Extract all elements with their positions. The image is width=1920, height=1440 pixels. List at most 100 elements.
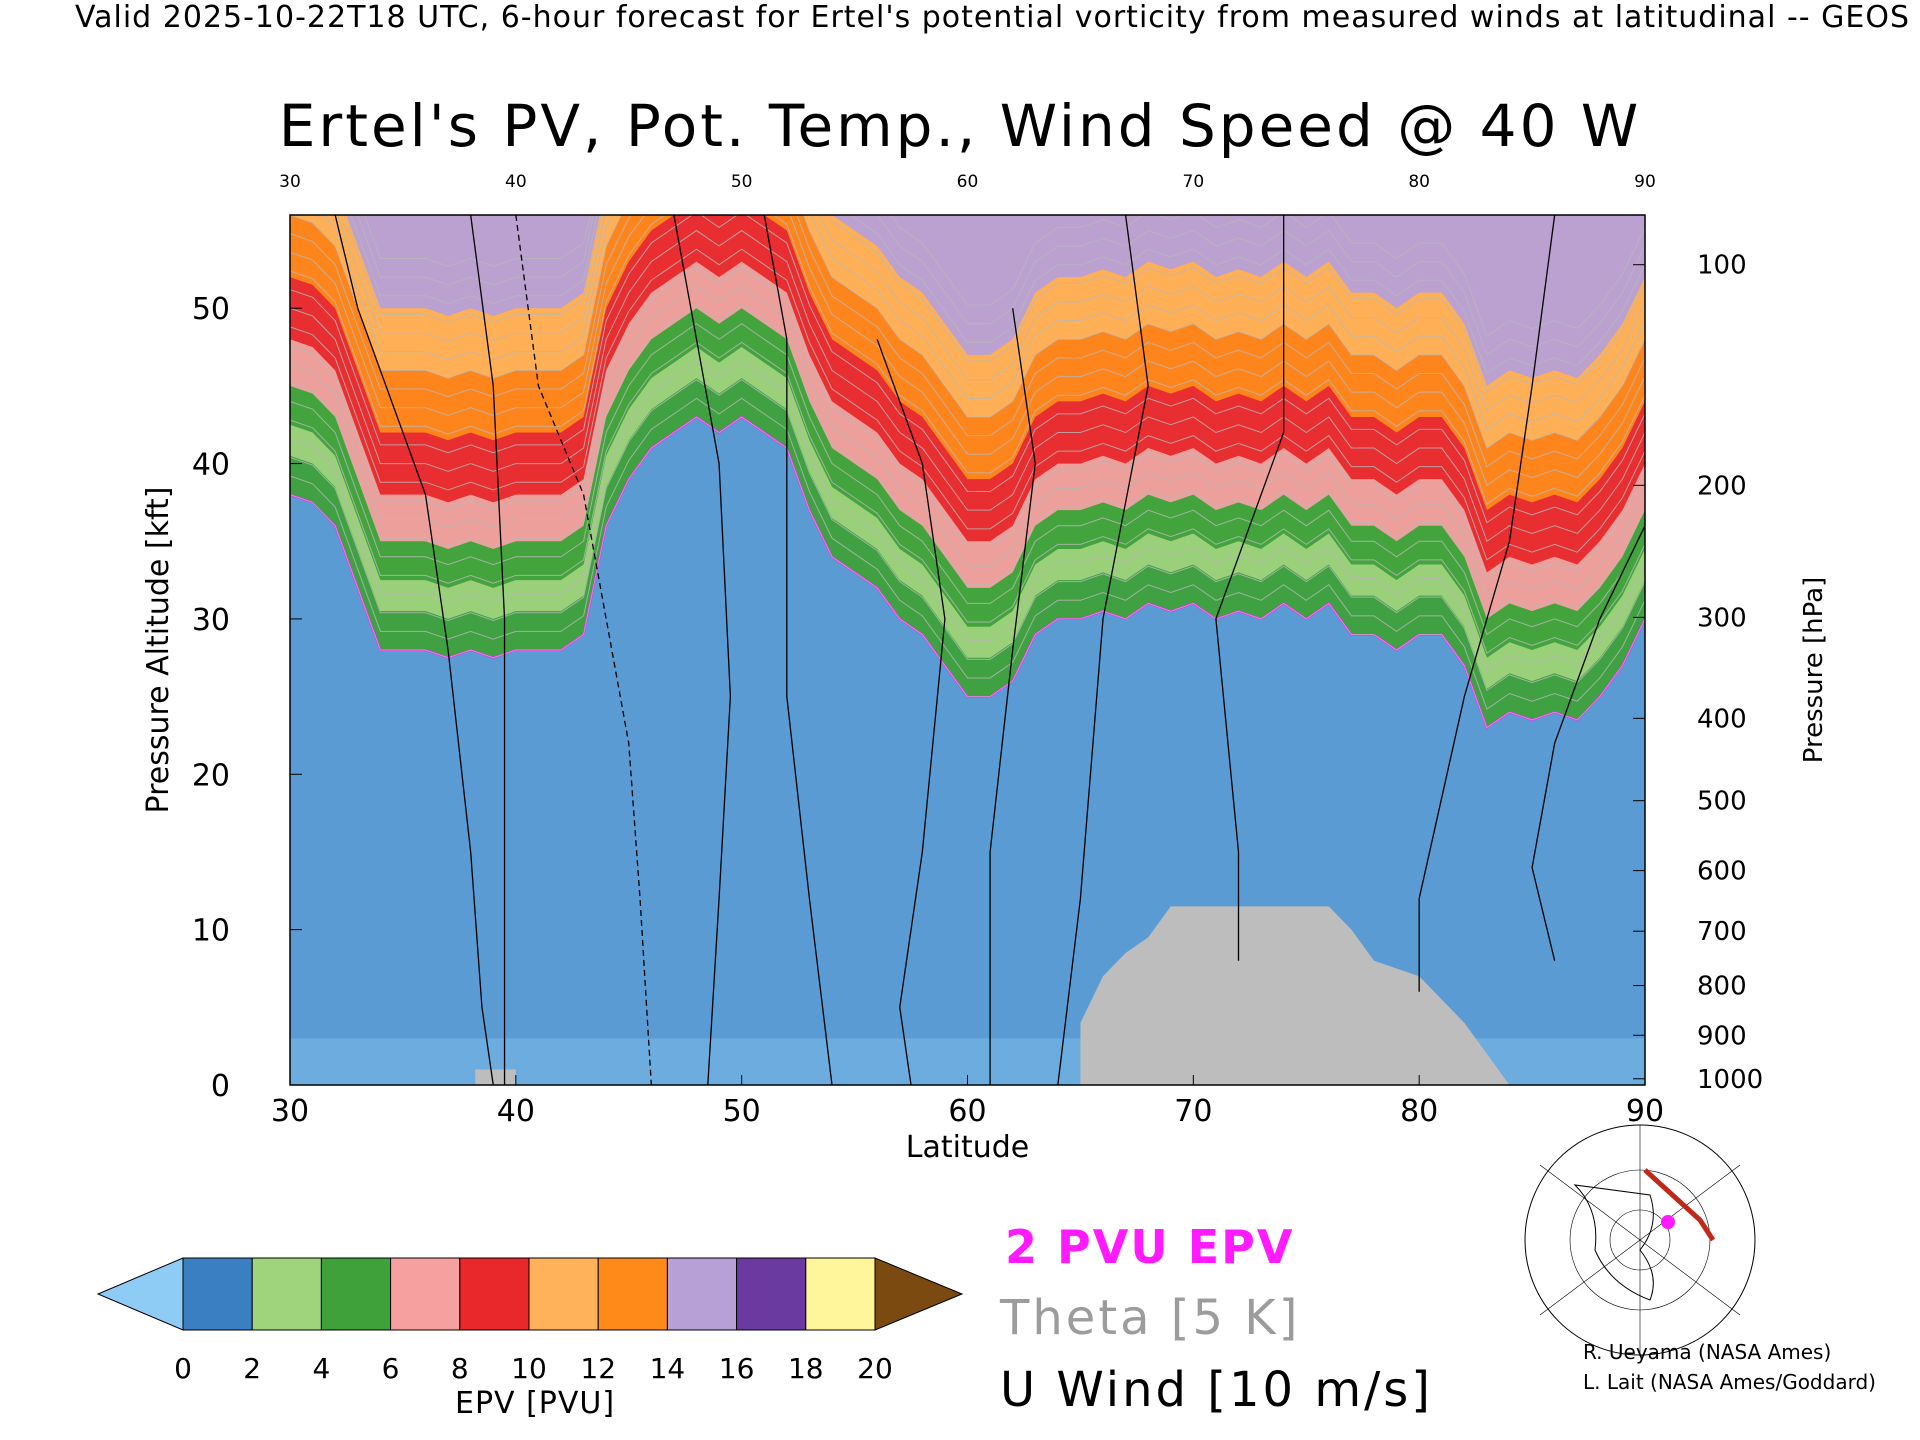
- map-location-marker: [1661, 1215, 1675, 1229]
- x-tick-label: 50: [723, 1094, 761, 1129]
- credit-line-2: L. Lait (NASA Ames/Goddard): [1583, 1370, 1876, 1394]
- theta-contour: [290, 215, 1645, 449]
- pressure-tick-label: 1000: [1697, 1065, 1763, 1095]
- theta-contour: [290, 416, 1645, 729]
- x-tick-label: 40: [497, 1094, 535, 1129]
- legend-epv: 2 PVU EPV: [1005, 1220, 1295, 1274]
- theta-contour: [290, 285, 1645, 598]
- theta-contour: [290, 379, 1645, 692]
- map-transect-line: [1643, 1168, 1716, 1242]
- colorbar-segment: [597, 1257, 668, 1331]
- u-wind-contour: [515, 215, 652, 1085]
- colorbar-tick-label: 2: [243, 1352, 261, 1385]
- x-tick-label: 70: [1174, 1094, 1212, 1129]
- theta-contour: [363, 215, 1645, 337]
- colorbar-over-arrow: [874, 1257, 964, 1331]
- epv-band-7: [346, 215, 1645, 386]
- terrain-mask: [475, 1069, 516, 1085]
- colorbar-tick-label: 8: [451, 1352, 469, 1385]
- colorbar-segment: [666, 1257, 738, 1331]
- terrain-mask: [1080, 906, 1510, 1085]
- colorbar-tick-label: 12: [580, 1352, 616, 1385]
- colorbar-tick-label: 14: [650, 1352, 686, 1385]
- y-tick-label: 50: [192, 292, 230, 327]
- u-wind-contour: [763, 215, 833, 1085]
- theta-contour: [357, 215, 1645, 356]
- header-text: Valid 2025-10-22T18 UTC, 6-hour forecast…: [74, 0, 1910, 35]
- theta-contour: [290, 229, 1645, 543]
- chart-title: Ertel's PV, Pot. Temp., Wind Speed @ 40 …: [278, 92, 1642, 160]
- y-tick-label: 10: [192, 914, 230, 949]
- map-coastline: [1573, 1184, 1654, 1301]
- pressure-tick-label: 900: [1697, 1021, 1747, 1051]
- theta-contour: [290, 215, 1645, 468]
- colorbar-tick-label: 20: [857, 1352, 893, 1385]
- x-tick-label: 30: [271, 1094, 309, 1129]
- theta-contour: [290, 215, 1645, 505]
- y-axis-label-right: Pressure [hPa]: [1799, 577, 1829, 764]
- colorbar-under-arrow: [96, 1257, 184, 1331]
- pressure-tick-label: 200: [1697, 471, 1747, 501]
- y-tick-label: 30: [192, 603, 230, 638]
- u-wind-contour: [1418, 215, 1556, 992]
- theta-contour: [336, 215, 1645, 412]
- x-top-tick-label: 60: [957, 172, 979, 192]
- theta-contour: [290, 267, 1645, 580]
- colorbar-tick-label: 6: [382, 1352, 400, 1385]
- theta-contour: [290, 215, 1645, 487]
- theta-contour: [290, 248, 1645, 561]
- y-tick-label: 0: [211, 1069, 230, 1104]
- x-top-tick-label: 40: [505, 172, 527, 192]
- pressure-tick-label: 700: [1697, 917, 1747, 947]
- colorbar-segment: [390, 1257, 461, 1331]
- u-wind-contour: [1531, 525, 1645, 961]
- x-top-tick-label: 50: [731, 172, 753, 192]
- theta-contour: [290, 360, 1645, 673]
- x-axis-label: Latitude: [906, 1130, 1029, 1165]
- colorbar-segment: [805, 1257, 876, 1331]
- colorbar-segment: [320, 1257, 392, 1331]
- x-tick-label: 90: [1626, 1094, 1664, 1129]
- pressure-tick-label: 400: [1697, 704, 1747, 734]
- colorbar-tick-label: 0: [174, 1352, 192, 1385]
- x-tick-label: 60: [948, 1094, 986, 1129]
- colorbar-tick-label: 4: [312, 1352, 330, 1385]
- u-wind-contour: [334, 215, 494, 1085]
- pressure-tick-label: 100: [1697, 251, 1747, 281]
- y-tick-label: 40: [192, 448, 230, 483]
- theta-contour: [290, 323, 1645, 636]
- credit-line-1: R. Ueyama (NASA Ames): [1583, 1340, 1832, 1364]
- u-wind-contour: [1057, 215, 1149, 1085]
- x-top-tick-label: 90: [1634, 172, 1656, 192]
- u-wind-contour: [673, 215, 732, 1085]
- x-top-tick-label: 80: [1408, 172, 1430, 192]
- colorbar-segment: [736, 1257, 807, 1331]
- colorbar-segment: [182, 1257, 253, 1331]
- theta-contour: [350, 215, 1645, 375]
- x-top-tick-label: 70: [1183, 172, 1205, 192]
- theta-contour: [322, 215, 1645, 431]
- theta-contour: [290, 215, 1645, 524]
- y-tick-label: 20: [192, 758, 230, 793]
- x-top-tick-label: 30: [279, 172, 301, 192]
- x-tick-label: 80: [1400, 1094, 1438, 1129]
- colorbar-label: EPV [PVU]: [455, 1386, 616, 1421]
- pressure-tick-label: 500: [1697, 787, 1747, 817]
- map-meridian: [1539, 1125, 1741, 1355]
- colorbar-segment: [251, 1257, 322, 1331]
- colorbar-tick-label: 10: [511, 1352, 547, 1385]
- y-axis-label: Pressure Altitude [kft]: [141, 487, 176, 814]
- u-wind-contour: [876, 339, 946, 1085]
- colorbar-tick-label: 16: [719, 1352, 755, 1385]
- u-wind-contour: [1215, 215, 1285, 961]
- colorbar-segment: [459, 1257, 530, 1331]
- theta-contour: [343, 215, 1645, 393]
- location-map: [1524, 1124, 1756, 1356]
- legend-u-wind: U Wind [10 m/s]: [1000, 1362, 1434, 1418]
- theta-contour: [290, 397, 1645, 710]
- pressure-tick-label: 600: [1697, 857, 1747, 887]
- colorbar-tick-label: 18: [788, 1352, 824, 1385]
- theta-contour: [290, 341, 1645, 654]
- pressure-tick-label: 300: [1697, 603, 1747, 633]
